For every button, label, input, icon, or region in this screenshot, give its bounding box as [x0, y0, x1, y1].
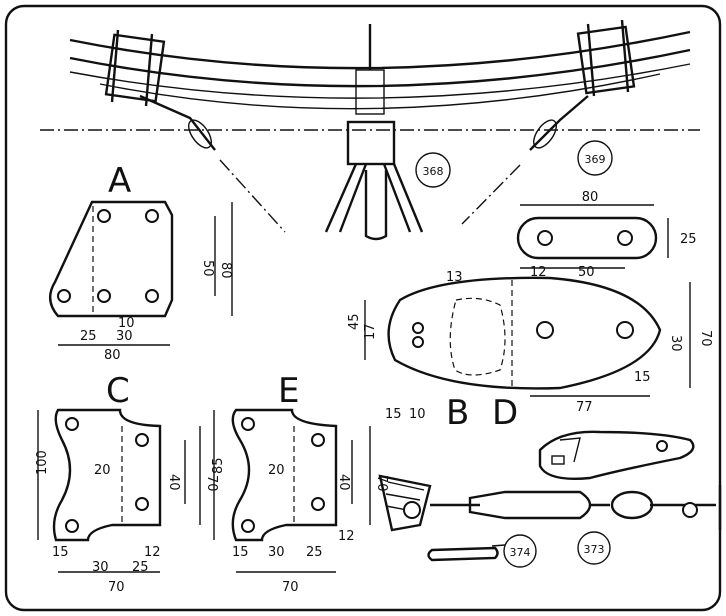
dim-strap-50: 50 — [578, 265, 595, 280]
dim-e-40: 40 — [336, 474, 351, 491]
dim-a-30: 30 — [116, 329, 133, 344]
perspective-plate — [538, 430, 695, 480]
dim-b-10: 10 — [409, 407, 426, 422]
dim-b-70: 70 — [698, 330, 713, 347]
dim-c-40: 40 — [166, 474, 181, 491]
dim-b-30: 30 — [668, 335, 683, 352]
dim-e-25: 25 — [306, 545, 323, 560]
dim-c-70h: 70 — [108, 580, 125, 595]
label-C: C — [106, 371, 130, 411]
dim-e-30: 30 — [268, 545, 285, 560]
left-shackle — [139, 94, 286, 233]
dim-c-25: 25 — [132, 560, 149, 575]
dim-c-12: 12 — [144, 545, 161, 560]
dim-strap-25: 25 — [680, 232, 697, 247]
dim-b-13: 13 — [446, 270, 463, 285]
dim-c-20: 20 — [94, 463, 111, 478]
dim-strap-80: 80 — [582, 190, 599, 205]
plate-a — [49, 200, 233, 346]
fig-374-circle — [503, 534, 537, 568]
dim-e-15: 15 — [232, 545, 249, 560]
dim-strap-12: 12 — [530, 265, 547, 280]
dim-a-50: 50 — [200, 260, 215, 277]
plate-e — [213, 408, 371, 573]
dim-a-80h: 80 — [104, 348, 121, 363]
dim-c-30: 30 — [92, 560, 109, 575]
center-post — [324, 120, 424, 241]
page-border — [4, 4, 722, 612]
label-E: E — [278, 371, 299, 411]
leaf-spring-assembly — [69, 19, 691, 115]
dim-b-17: 17 — [363, 323, 378, 340]
dim-a-25: 25 — [80, 329, 97, 344]
right-shackle — [461, 95, 589, 225]
label-B: B — [446, 393, 469, 433]
dim-a-10: 10 — [118, 316, 135, 331]
dim-c-15: 15 — [52, 545, 69, 560]
dim-e-12: 12 — [338, 529, 355, 544]
label-A: A — [108, 161, 131, 201]
dim-b-15b: 15 — [634, 370, 651, 385]
fig-369-label: 369 — [585, 153, 606, 166]
dim-c-100: 100 — [35, 450, 50, 475]
plate-bd — [364, 276, 691, 397]
label-D: D — [492, 393, 518, 433]
cotter-pin — [427, 544, 506, 562]
fig-373-label: 373 — [584, 543, 605, 556]
dim-b-77: 77 — [576, 400, 593, 415]
fig-369-circle — [577, 140, 613, 176]
dim-b-15: 15 — [385, 407, 402, 422]
dim-e-70h: 70 — [282, 580, 299, 595]
dim-e-85: 85 — [211, 457, 226, 474]
fig-374-label: 374 — [510, 546, 531, 559]
dim-c-70v: 70 — [204, 475, 219, 492]
strap-plate — [516, 204, 669, 269]
fig-368-circle — [415, 152, 451, 188]
fig-368-label: 368 — [423, 165, 444, 178]
fig-373-circle — [577, 531, 611, 565]
dim-a-80v: 80 — [218, 262, 233, 279]
dim-b-45: 45 — [347, 313, 362, 330]
dim-e-20: 20 — [268, 463, 285, 478]
plate-c — [37, 408, 201, 573]
turnbuckle-assembly — [378, 474, 722, 532]
